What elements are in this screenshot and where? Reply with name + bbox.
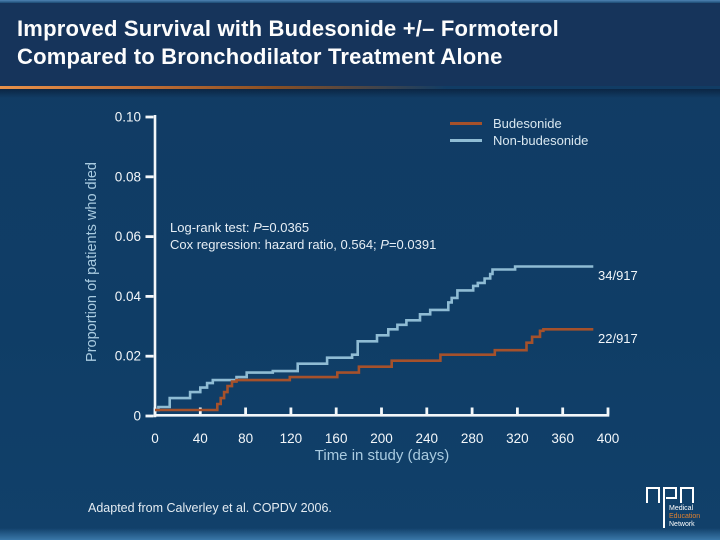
budesonide-line-swatch	[450, 122, 482, 125]
x-tick-label: 240	[416, 431, 439, 446]
p-value-symbol: P	[253, 220, 262, 235]
budesonide-count-label: 22/917	[598, 331, 638, 346]
y-tick-label: 0	[133, 409, 141, 424]
slide-title-line2: Compared to Bronchodilator Treatment Alo…	[17, 44, 503, 69]
y-tick-label: 0.08	[115, 169, 141, 184]
stats-annotation: Log-rank test: P=0.0365 Cox regression: …	[170, 219, 436, 253]
x-tick-label: 200	[370, 431, 393, 446]
slide-bottom-edge	[0, 528, 720, 540]
medical-education-network-logo: Medical Education Network	[646, 487, 700, 528]
logo-text-medical: Medical	[669, 505, 694, 512]
legend-item-budesonide: Budesonide	[450, 115, 588, 132]
legend-label-budesonide: Budesonide	[493, 116, 562, 131]
x-tick-label: 80	[238, 431, 253, 446]
x-tick-label: 0	[151, 431, 159, 446]
slide-title-line1: Improved Survival with Budesonide +/– Fo…	[17, 16, 559, 41]
cox-line: Cox regression: hazard ratio, 0.564; P=0…	[170, 237, 437, 252]
title-bar: Improved Survival with Budesonide +/– Fo…	[0, 3, 720, 86]
y-tick-label: 0.10	[115, 110, 141, 125]
x-tick-label: 40	[193, 431, 208, 446]
x-tick-label: 320	[506, 431, 529, 446]
non-budesonide-curve	[155, 265, 594, 412]
y-tick-label: 0.06	[115, 229, 141, 244]
x-axis-title: Time in study (days)	[314, 447, 450, 464]
non-budesonide-line-swatch	[450, 139, 482, 142]
logo-text-network: Network	[669, 521, 695, 528]
legend-item-non-budesonide: Non-budesonide	[450, 132, 588, 149]
logo-glyphs	[646, 487, 694, 528]
title-accent-rule	[0, 86, 720, 89]
x-tick-label: 360	[551, 431, 574, 446]
x-tick-label: 400	[597, 431, 620, 446]
slide-title: Improved Survival with Budesonide +/– Fo…	[0, 3, 720, 71]
x-tick-label: 120	[280, 431, 303, 446]
legend-label-non-budesonide: Non-budesonide	[493, 133, 589, 148]
source-citation: Adapted from Calverley et al. COPDV 2006…	[88, 501, 332, 515]
slide-top-edge	[0, 0, 720, 3]
y-tick-label: 0.02	[115, 349, 141, 364]
x-tick-label: 280	[461, 431, 484, 446]
logrank-line: Log-rank test: P=0.0365	[170, 220, 310, 235]
chart-legend: Budesonide Non-budesonide	[450, 115, 588, 149]
y-axis-title: Proportion of patients who died	[84, 162, 100, 362]
x-tick-label: 160	[325, 431, 348, 446]
budesonide-curve	[155, 328, 594, 412]
title-rule-shadow	[0, 89, 720, 98]
non-budesonide-count-label: 34/917	[598, 268, 638, 283]
y-tick-label: 0.04	[115, 289, 142, 304]
logo-text-education: Education	[669, 513, 700, 520]
p-value-symbol: P	[380, 237, 389, 252]
